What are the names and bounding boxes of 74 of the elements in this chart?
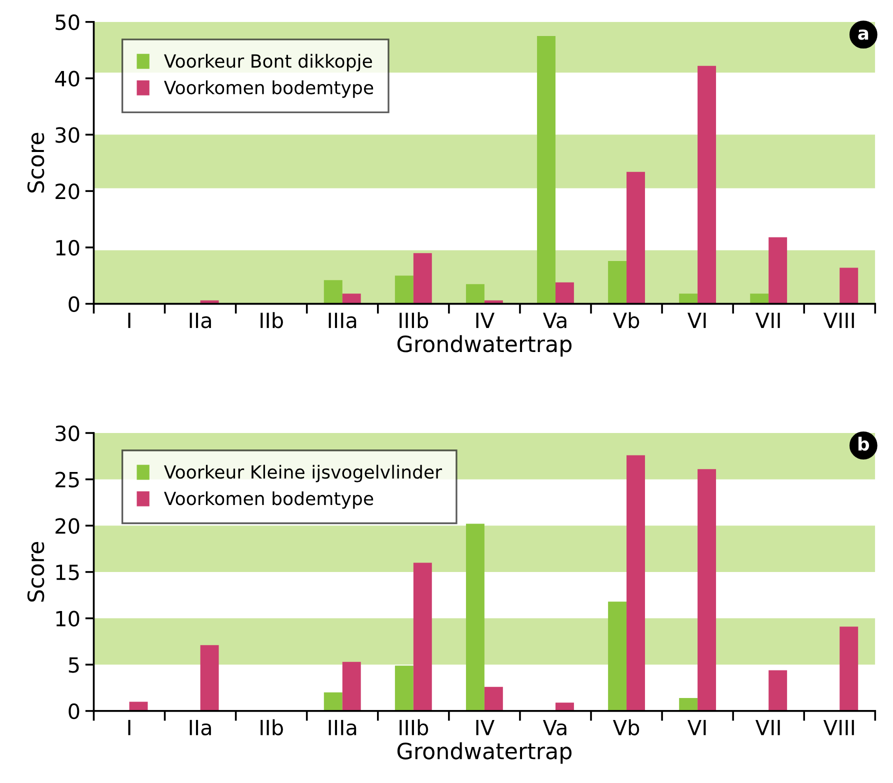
x-tick-label: Va [542,720,566,736]
x-tick-label: IIb [260,312,283,328]
y-tick-label: 30 [56,425,80,442]
x-tick-label: I [128,312,130,328]
x-axis-title: Grondwatertrap [397,742,572,764]
bar [608,602,627,711]
x-tick-label: IV [476,720,494,736]
y-tick-label: 0 [68,296,80,312]
y-tick-label: 20 [56,184,80,200]
annotation: a [858,29,868,40]
bar [626,172,645,304]
bar [679,294,698,304]
bar [679,698,698,711]
bar [413,562,432,711]
y-tick-label: 40 [55,70,80,87]
x-tick-label: VIII [823,312,854,328]
legend-label: Voorkeur Kleine ijsvogelvlinder [164,464,442,482]
bar [466,524,484,711]
bar [698,66,716,304]
bar [555,282,574,304]
bar [129,702,148,711]
bar [626,455,645,711]
bar [413,253,432,304]
y-tick-label: 0 [68,703,80,720]
x-axis-title: Grondwatertrap [397,335,572,357]
y-tick-label: 10 [56,610,80,627]
bar [394,666,414,711]
bar [466,284,484,304]
x-tick-label: VII [755,312,780,328]
x-tick-label: Vb [612,312,640,328]
y-tick-label: 10 [56,240,80,256]
x-tick-label: VII [755,720,780,736]
annotation: b [858,436,870,451]
x-tick-label: IV [476,312,494,328]
bar [200,645,219,711]
bar [768,670,788,711]
y-tick-label: 15 [56,564,79,580]
x-tick-label: IIIa [328,720,356,736]
x-tick-label: IIb [260,719,283,736]
bar [840,626,858,711]
legend-label: Voorkeur Bont dikkopje [164,54,372,72]
x-tick-label: VIII [823,720,854,736]
bar [324,280,342,304]
y-tick-label: 30 [56,127,80,143]
x-tick-label: I [128,720,130,736]
y-tick-label: 50 [56,14,80,30]
bar [768,237,788,304]
y-axis-title: Score [27,132,44,193]
x-tick-label: IIIb [400,312,428,328]
x-tick-label: VI [688,720,706,736]
x-tick-label: IIa [190,312,211,328]
y-axis-title: Score [27,542,44,602]
x-tick-label: Vb [612,719,640,736]
bar [342,662,361,711]
y-tick-label: 5 [68,657,79,673]
x-tick-label: IIa [190,720,211,736]
x-tick-label: IIIb [400,719,428,736]
bar [342,294,361,304]
bar [698,469,716,711]
bar [840,268,858,304]
bar [750,294,769,304]
bar [324,692,342,711]
bar [555,702,574,711]
bar [537,36,556,304]
x-tick-label: IIIa [328,312,356,328]
y-tick-label: 25 [56,472,79,488]
legend-label: Voorkomen bodemtype [164,491,374,509]
bar [394,276,414,304]
legend-label: Voorkomen bodemtype [164,80,374,98]
x-tick-label: VI [688,312,706,328]
y-tick-label: 20 [56,518,80,534]
bar [484,686,503,711]
bar [608,260,627,304]
x-tick-label: Va [542,312,566,328]
